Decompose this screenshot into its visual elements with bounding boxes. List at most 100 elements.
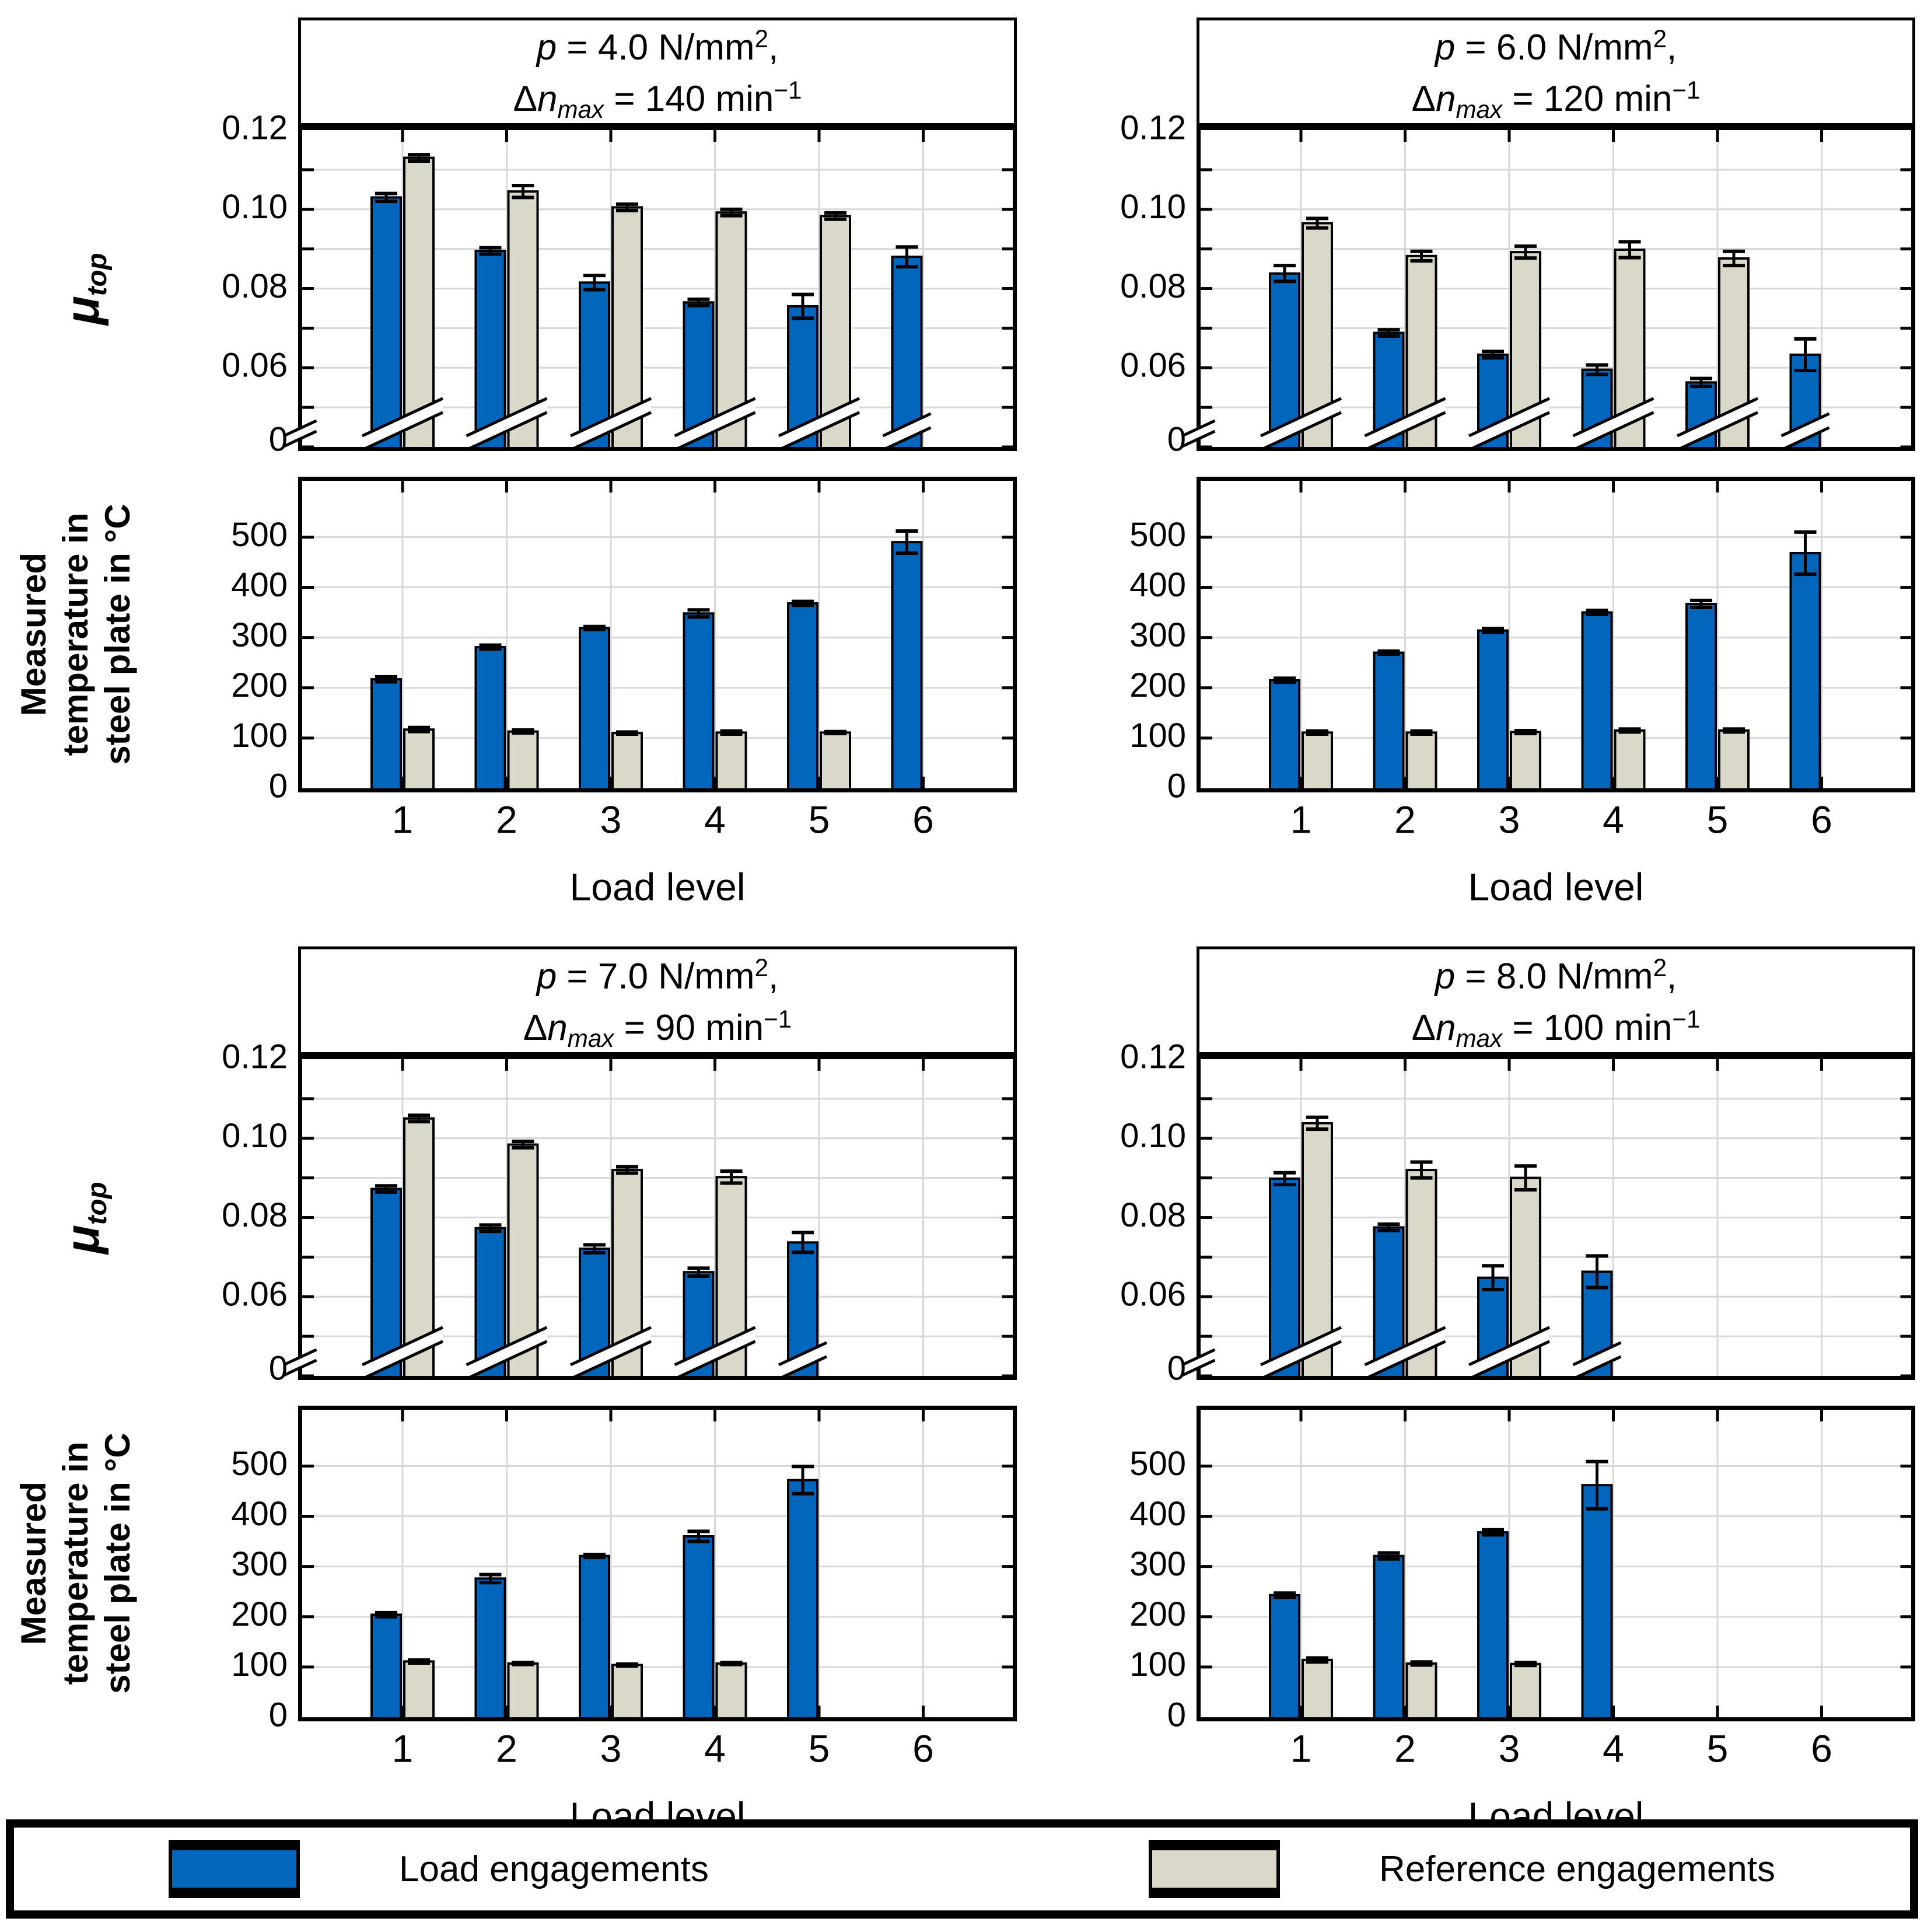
panel-title: p = 7.0 N/mm2, Δnmax = 90 min−1 — [298, 946, 1017, 1055]
svg-text:0: 0 — [269, 767, 288, 805]
svg-text:0: 0 — [1167, 420, 1186, 458]
svg-text:5: 5 — [1707, 1727, 1729, 1770]
legend-label: Load engagements — [399, 1849, 709, 1889]
panel-p6: p = 6.0 N/mm2, Δnmax = 120 min−1 0.12 0.1… — [1071, 18, 1916, 910]
temperature-axis-label-line: steel plate in °C — [98, 1433, 137, 1694]
svg-text:3: 3 — [1499, 798, 1520, 841]
svg-text:400: 400 — [231, 1495, 288, 1533]
mu-subscript: top — [82, 253, 113, 296]
svg-text:2: 2 — [496, 798, 517, 841]
legend-item-load-engagements: Load engagements — [169, 1828, 709, 1910]
svg-text:0.12: 0.12 — [1120, 1037, 1186, 1075]
svg-text:0.12: 0.12 — [222, 1037, 288, 1075]
svg-text:500: 500 — [1129, 1445, 1186, 1483]
svg-text:0.08: 0.08 — [222, 1196, 288, 1234]
svg-text:6: 6 — [912, 798, 934, 841]
svg-text:0.06: 0.06 — [222, 1276, 288, 1313]
svg-text:0.06: 0.06 — [1120, 1276, 1186, 1313]
svg-text:4: 4 — [1603, 798, 1624, 841]
svg-text:0.06: 0.06 — [222, 347, 288, 385]
svg-text:0.12: 0.12 — [222, 109, 288, 146]
svg-text:4: 4 — [704, 1727, 726, 1770]
svg-text:0: 0 — [1167, 1696, 1186, 1734]
svg-text:200: 200 — [1129, 666, 1186, 704]
svg-text:0: 0 — [269, 1349, 288, 1387]
svg-text:1: 1 — [392, 798, 414, 841]
temperature-chart: 500 400 300 200 100 0 1 2 3 4 5 6 — [231, 1406, 1017, 1770]
svg-text:500: 500 — [231, 516, 288, 554]
svg-text:200: 200 — [231, 666, 288, 704]
panel-title-line-1: p = 7.0 N/mm2, — [536, 953, 779, 997]
svg-text:0.10: 0.10 — [1120, 188, 1186, 226]
svg-text:200: 200 — [231, 1595, 288, 1633]
panel-p8: p = 8.0 N/mm2, Δnmax = 100 min−1 0.12 0.1… — [1071, 946, 1916, 1839]
svg-text:1: 1 — [1290, 1727, 1312, 1770]
svg-text:0: 0 — [269, 420, 288, 458]
svg-text:4: 4 — [1603, 1727, 1624, 1770]
panel-title-line-2: Δnmax = 100 min−1 — [1411, 1005, 1701, 1052]
mu-top-chart: 0.12 0.10 0.08 0.06 0 — [1120, 1037, 1915, 1387]
x-axis-label: Load level — [569, 865, 746, 909]
svg-text:0: 0 — [1167, 767, 1186, 805]
svg-text:2: 2 — [1394, 1727, 1416, 1770]
legend-item-reference-engagements: Reference engagements — [1149, 1828, 1775, 1910]
svg-text:5: 5 — [809, 1727, 830, 1770]
svg-text:1: 1 — [1290, 798, 1312, 841]
panel-title-line-1: p = 8.0 N/mm2, — [1435, 953, 1677, 997]
svg-text:2: 2 — [1394, 798, 1416, 841]
svg-text:0.12: 0.12 — [1120, 109, 1186, 146]
mu-top-chart: 0.12 0.10 0.08 0.06 0 — [1120, 109, 1915, 458]
panel-title-line-2: Δnmax = 140 min−1 — [513, 76, 802, 123]
svg-text:0.10: 0.10 — [222, 1117, 288, 1155]
svg-text:5: 5 — [1707, 798, 1729, 841]
svg-text:0.10: 0.10 — [1120, 1117, 1186, 1155]
mu-top-chart: 0.12 0.10 0.08 0.06 0 — [222, 109, 1017, 458]
panel-title: p = 6.0 N/mm2, Δnmax = 120 min−1 — [1197, 18, 1915, 126]
svg-text:400: 400 — [1129, 566, 1186, 604]
svg-text:100: 100 — [231, 717, 288, 754]
svg-text:5: 5 — [809, 798, 830, 841]
svg-text:500: 500 — [231, 1445, 288, 1483]
svg-text:0: 0 — [269, 1696, 288, 1734]
svg-text:200: 200 — [1129, 1595, 1186, 1633]
mu-top-chart: 0.12 0.10 0.08 0.06 0 — [222, 1037, 1017, 1387]
temperature-axis-label-line: Measured — [14, 1481, 53, 1645]
svg-text:3: 3 — [600, 798, 622, 841]
panel-p7: p = 7.0 N/mm2, Δnmax = 90 min−1 0.12 0.10… — [173, 946, 1017, 1839]
temperature-chart: 500 400 300 200 100 0 1 2 3 4 5 6 — [1129, 477, 1915, 841]
svg-text:400: 400 — [231, 566, 288, 604]
svg-text:400: 400 — [1129, 1495, 1186, 1533]
panel-title-line-2: Δnmax = 90 min−1 — [523, 1005, 792, 1052]
temperature-chart: 500 400 300 200 100 0 1 2 3 4 5 6 — [1129, 1406, 1915, 1770]
svg-text:0.06: 0.06 — [1120, 347, 1186, 385]
temperature-axis-label: Measured temperature in steel plate in °… — [13, 1371, 139, 1756]
svg-text:300: 300 — [1129, 616, 1186, 654]
svg-text:3: 3 — [1499, 1727, 1520, 1770]
svg-text:2: 2 — [496, 1727, 517, 1770]
svg-text:0.08: 0.08 — [1120, 1196, 1186, 1234]
svg-text:100: 100 — [231, 1645, 288, 1683]
temperature-axis-label-line: steel plate in °C — [98, 504, 137, 765]
svg-text:6: 6 — [912, 1727, 934, 1770]
svg-text:300: 300 — [231, 616, 288, 654]
svg-text:500: 500 — [1129, 516, 1186, 554]
svg-text:300: 300 — [1129, 1545, 1186, 1583]
temperature-axis-label-line: temperature in — [56, 512, 95, 756]
panel-title-line-1: p = 4.0 N/mm2, — [536, 25, 779, 68]
legend: Load engagements Reference engagements — [6, 1819, 1918, 1919]
panel-p4: p = 4.0 N/mm2, Δnmax = 140 min−1 0.12 0.1… — [173, 18, 1017, 910]
mu-symbol: μ — [56, 1225, 109, 1254]
svg-text:100: 100 — [1129, 1645, 1186, 1683]
temperature-axis-label: Measured temperature in steel plate in °… — [13, 442, 139, 827]
reference-engagements-swatch — [1149, 1840, 1280, 1898]
mu-subscript: top — [82, 1182, 113, 1225]
svg-text:300: 300 — [231, 1545, 288, 1583]
x-axis-label: Load level — [1468, 865, 1644, 909]
svg-text:0.08: 0.08 — [222, 267, 288, 305]
panel-title: p = 8.0 N/mm2, Δnmax = 100 min−1 — [1197, 946, 1915, 1055]
svg-text:3: 3 — [600, 1727, 622, 1770]
svg-text:0.08: 0.08 — [1120, 267, 1186, 305]
panel-title-line-2: Δnmax = 120 min−1 — [1411, 76, 1701, 123]
mu-symbol: μ — [56, 296, 109, 325]
